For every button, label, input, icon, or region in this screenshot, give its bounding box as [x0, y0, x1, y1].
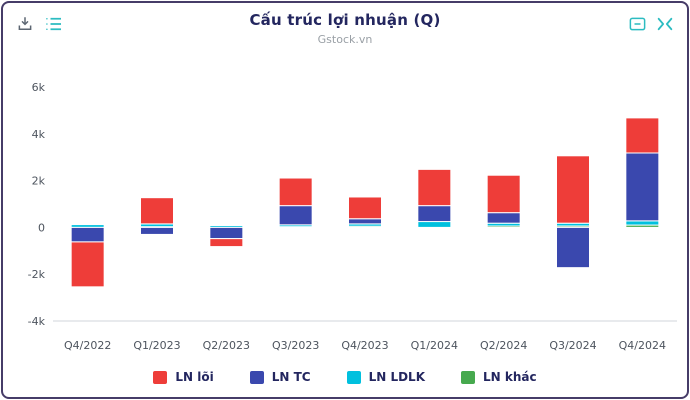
- bar-segment[interactable]: [556, 226, 590, 269]
- bar-segment[interactable]: [70, 241, 105, 288]
- chart-subtitle: Gstock.vn: [317, 33, 373, 46]
- bar-segment[interactable]: [70, 226, 105, 243]
- y-tick-label: -4k: [28, 315, 46, 328]
- bar-segment[interactable]: [486, 174, 521, 214]
- legend-swatch-icon: [153, 370, 168, 384]
- bar-segment[interactable]: [625, 220, 660, 226]
- x-category-label: Q1/2024: [411, 339, 458, 352]
- download-icon[interactable]: [15, 14, 35, 34]
- legend-label: LN LDLK: [368, 370, 425, 384]
- y-tick-label: 6k: [32, 81, 46, 94]
- y-tick-label: 4k: [32, 128, 46, 141]
- legend-item[interactable]: LN khác: [461, 370, 537, 384]
- x-category-label: Q3/2024: [549, 339, 596, 352]
- title-block: Cấu trúc lợi nhuận (Q) Gstock.vn: [3, 11, 687, 46]
- bar-segment[interactable]: [625, 117, 660, 154]
- x-category-label: Q4/2023: [341, 339, 388, 352]
- toolbar-right: [627, 14, 675, 34]
- legend-item[interactable]: LN TC: [249, 370, 311, 384]
- bar-segment[interactable]: [209, 238, 244, 248]
- legend-label: LN TC: [271, 370, 311, 384]
- x-category-label: Q2/2024: [480, 339, 527, 352]
- bar-segment[interactable]: [486, 212, 521, 224]
- bar-segment[interactable]: [140, 197, 174, 225]
- y-tick-label: 0: [38, 221, 45, 234]
- bar-segment[interactable]: [417, 205, 452, 223]
- x-category-label: Q4/2022: [64, 339, 111, 352]
- profit-structure-chart: 6k 4k 2k 0 -2k -4k Q4/2022 Q1/2023 Q2/2023 Q3/202…: [28, 81, 677, 352]
- collapse-box-icon[interactable]: [627, 14, 647, 34]
- legend-swatch-icon: [461, 370, 475, 384]
- bar-segment[interactable]: [417, 168, 452, 207]
- bar-segment[interactable]: [348, 218, 382, 225]
- legend: LN lõi LN TC LN LDLK LN khác: [3, 370, 687, 384]
- x-category-label: Q3/2023: [272, 339, 319, 352]
- bar-segment[interactable]: [556, 155, 590, 224]
- legend-item[interactable]: LN LDLK: [346, 370, 425, 384]
- list-icon[interactable]: [43, 14, 63, 34]
- legend-swatch-icon: [346, 370, 361, 384]
- legend-label: LN khác: [483, 370, 537, 384]
- legend-swatch-icon: [249, 370, 264, 384]
- fullscreen-toggle-icon[interactable]: [655, 14, 675, 34]
- x-category-label: Q2/2023: [203, 339, 250, 352]
- toolbar-left: [15, 14, 63, 34]
- x-category-label: Q4/2024: [619, 339, 666, 352]
- bar-segment[interactable]: [417, 221, 452, 228]
- x-category-label: Q1/2023: [133, 339, 180, 352]
- y-tick-label: -2k: [28, 268, 46, 281]
- bar-segment[interactable]: [209, 226, 244, 240]
- legend-item[interactable]: LN lõi: [153, 370, 214, 384]
- bar-segment[interactable]: [348, 196, 382, 220]
- y-tick-label: 2k: [32, 175, 46, 188]
- bar-segment[interactable]: [625, 152, 660, 222]
- page-title: Cấu trúc lợi nhuận (Q): [249, 11, 441, 29]
- bar-segment[interactable]: [278, 177, 313, 207]
- bar-segment[interactable]: [140, 226, 174, 235]
- chart-header: Cấu trúc lợi nhuận (Q) Gstock.vn: [3, 3, 687, 61]
- legend-label: LN lõi: [175, 370, 214, 384]
- bar-segment[interactable]: [278, 205, 313, 226]
